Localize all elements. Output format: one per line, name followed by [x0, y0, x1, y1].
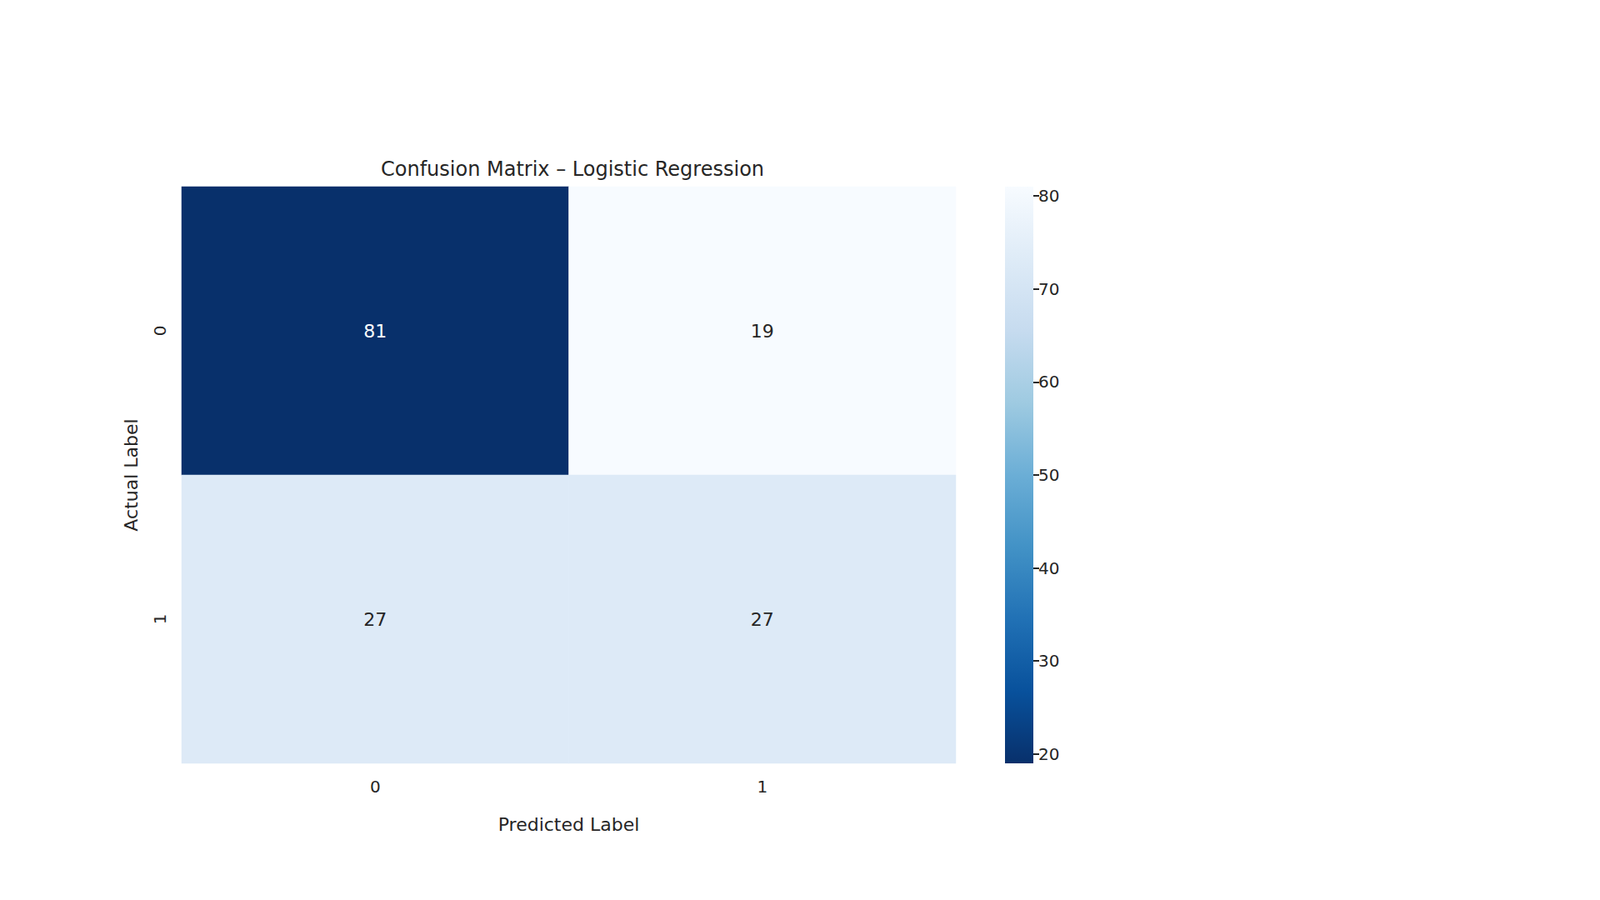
svg-text:Confusion Matrix – Logistic Re: Confusion Matrix – Logistic Regression: [380, 157, 765, 181]
svg-text:70: 70: [1038, 279, 1060, 300]
svg-text:Predicted Label: Predicted Label: [498, 814, 640, 835]
svg-text:80: 80: [1038, 185, 1060, 206]
svg-text:40: 40: [1038, 558, 1060, 579]
svg-text:19: 19: [750, 320, 775, 342]
svg-text:1: 1: [150, 614, 170, 625]
svg-text:Actual Label: Actual Label: [120, 418, 142, 531]
svg-text:20: 20: [1038, 744, 1060, 765]
svg-text:60: 60: [1038, 371, 1060, 392]
svg-text:27: 27: [750, 609, 775, 630]
svg-text:0: 0: [370, 776, 381, 797]
svg-text:81: 81: [363, 320, 387, 342]
svg-text:1: 1: [756, 776, 768, 797]
svg-text:27: 27: [363, 609, 387, 630]
svg-text:30: 30: [1038, 650, 1060, 671]
svg-text:50: 50: [1038, 465, 1060, 485]
svg-text:0: 0: [150, 325, 170, 337]
